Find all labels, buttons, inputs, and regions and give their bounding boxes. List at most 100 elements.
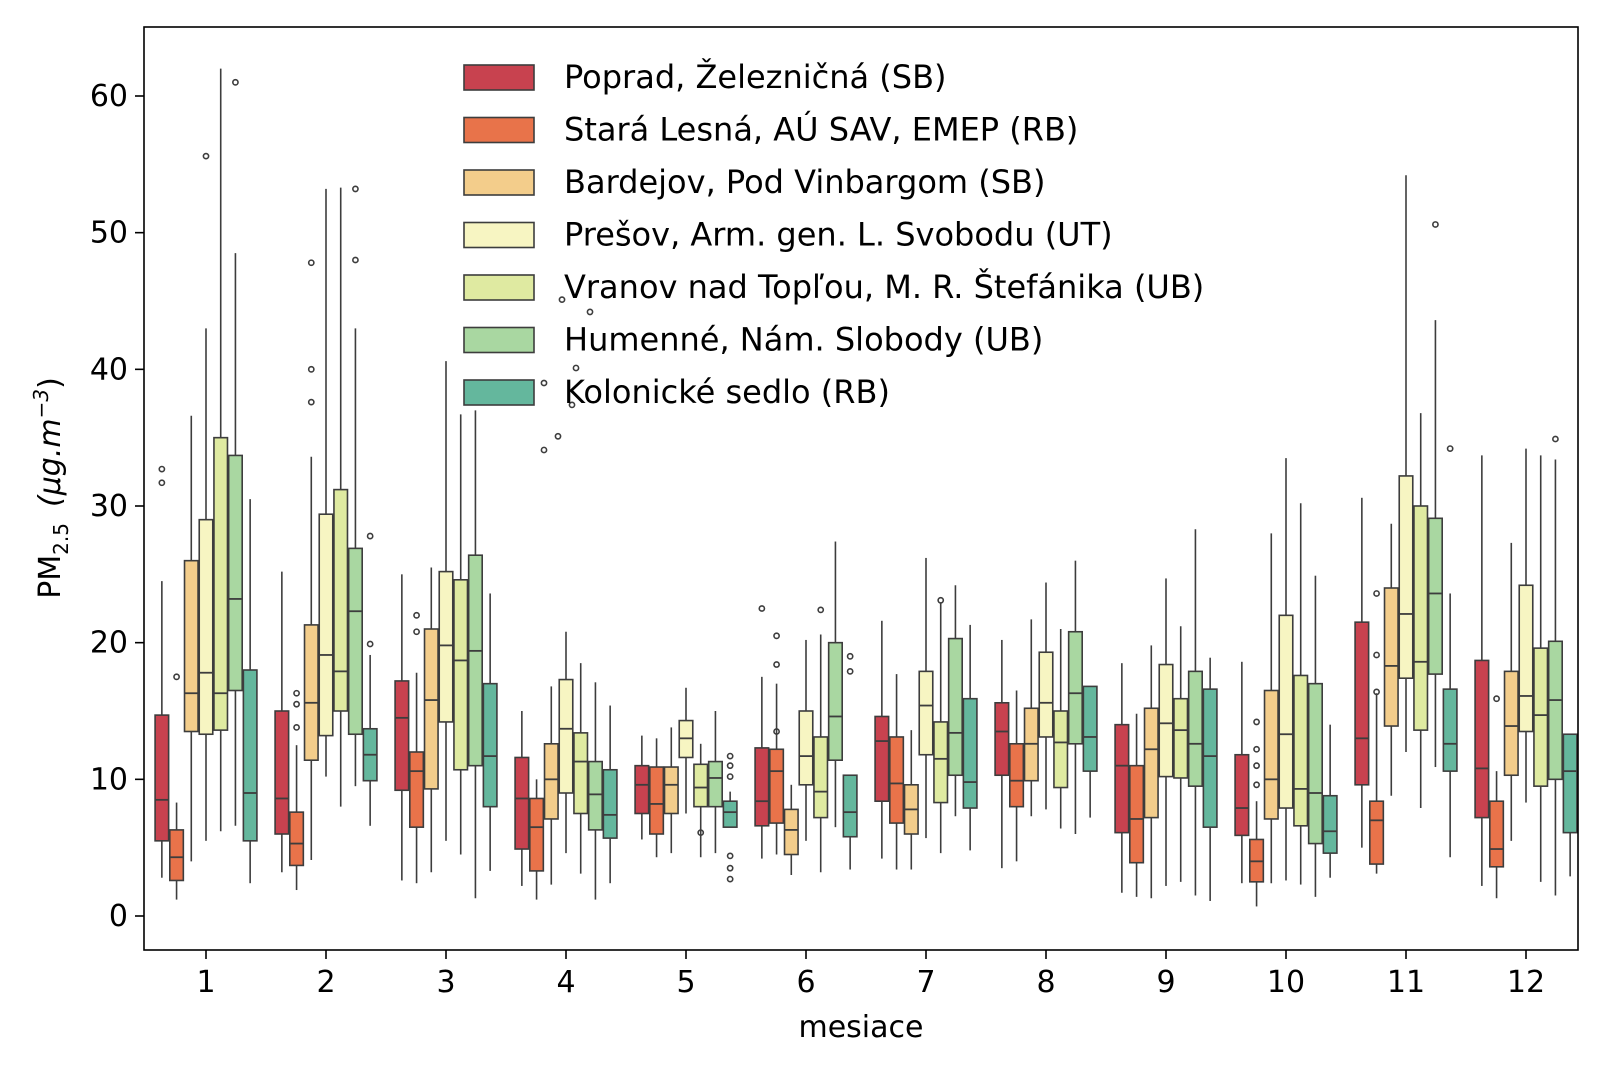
legend-label: Humenné, Nám. Slobody (UB) bbox=[564, 321, 1043, 359]
legend-swatch bbox=[463, 64, 535, 91]
box bbox=[1067, 630, 1083, 745]
outlier-point bbox=[1253, 745, 1260, 753]
plot-area bbox=[154, 68, 1578, 907]
box bbox=[242, 669, 258, 842]
x-tick-label: 6 bbox=[796, 965, 815, 1000]
box bbox=[798, 710, 814, 786]
outlier-point bbox=[937, 596, 945, 604]
box bbox=[1143, 707, 1159, 819]
legend-swatch bbox=[463, 326, 535, 354]
box bbox=[1547, 640, 1563, 781]
box bbox=[1354, 621, 1370, 786]
y-label-unit: (μg.m bbox=[33, 418, 68, 507]
box bbox=[394, 680, 410, 792]
legend-item: Prešov, Arm. gen. L. Svobodu (UT) bbox=[463, 216, 1113, 254]
box bbox=[169, 829, 185, 882]
x-tick-label: 12 bbox=[1507, 965, 1545, 1000]
legend-swatch bbox=[463, 274, 535, 301]
box bbox=[573, 732, 589, 815]
outlier-point bbox=[1552, 435, 1559, 443]
box bbox=[707, 760, 723, 808]
box bbox=[274, 710, 290, 835]
legend-item: Humenné, Nám. Slobody (UB) bbox=[463, 321, 1043, 359]
outlier-point bbox=[1253, 762, 1260, 770]
box bbox=[649, 766, 665, 835]
box bbox=[333, 488, 349, 712]
box bbox=[529, 797, 545, 872]
outlier-point bbox=[558, 296, 566, 304]
legend-item: Kolonické sedlo (RB) bbox=[463, 373, 890, 411]
outlier-point bbox=[1373, 651, 1380, 659]
outlier-point bbox=[697, 829, 705, 837]
outlier-point bbox=[1373, 590, 1380, 597]
outlier-point bbox=[1373, 688, 1380, 696]
outlier-point bbox=[413, 611, 420, 619]
box bbox=[1053, 710, 1069, 789]
box bbox=[918, 670, 934, 756]
box bbox=[1322, 794, 1338, 854]
x-tick-label: 11 bbox=[1387, 965, 1425, 1000]
box bbox=[289, 811, 305, 867]
box bbox=[933, 721, 949, 804]
outlier-point bbox=[173, 673, 180, 681]
box bbox=[543, 742, 559, 820]
box bbox=[409, 751, 425, 828]
box bbox=[1293, 674, 1309, 827]
y-tick-label: 0 bbox=[109, 899, 128, 934]
x-tick-label: 9 bbox=[1156, 965, 1175, 1000]
box bbox=[318, 513, 334, 737]
outlier-point bbox=[307, 398, 315, 406]
box bbox=[754, 747, 770, 827]
box bbox=[1038, 651, 1054, 738]
box bbox=[813, 736, 829, 819]
outlier-point bbox=[366, 532, 374, 540]
box bbox=[213, 436, 229, 731]
y-label-unit-superscript: −3 bbox=[29, 389, 53, 418]
legend-item: Bardejov, Pod Vinbargom (SB) bbox=[463, 163, 1045, 201]
outlier-point bbox=[540, 446, 548, 454]
box bbox=[874, 715, 890, 803]
outlier-point bbox=[726, 773, 734, 780]
x-axis-label: mesiace bbox=[799, 1010, 924, 1045]
legend-label: Kolonické sedlo (RB) bbox=[564, 373, 890, 411]
outlier-point bbox=[726, 864, 734, 872]
x-axis: 1 2 3 4 5 6 7 8 9 10 11 12 bbox=[196, 950, 1545, 1000]
box bbox=[482, 682, 498, 808]
legend-label: Poprad, Železničná (SB) bbox=[564, 58, 947, 96]
x-tick-label: 1 bbox=[196, 965, 215, 1000]
box bbox=[1158, 663, 1174, 778]
outlier-point bbox=[568, 401, 576, 409]
outlier-point bbox=[366, 640, 374, 648]
outlier-point bbox=[1493, 695, 1500, 703]
box bbox=[634, 764, 650, 815]
box bbox=[587, 760, 603, 831]
box bbox=[467, 554, 483, 767]
box bbox=[198, 518, 214, 736]
legend-label: Stará Lesná, AÚ SAV, EMEP (RB) bbox=[564, 110, 1078, 149]
outlier-point bbox=[773, 728, 780, 735]
box bbox=[1474, 659, 1490, 819]
box bbox=[602, 768, 618, 839]
box bbox=[1503, 670, 1519, 777]
box bbox=[1114, 723, 1130, 834]
plot-frame bbox=[143, 26, 1579, 951]
y-tick-label: 60 bbox=[90, 79, 128, 114]
outlier-point bbox=[773, 661, 780, 668]
box bbox=[1187, 670, 1203, 787]
box bbox=[438, 570, 454, 723]
box bbox=[1202, 688, 1218, 828]
box bbox=[1129, 764, 1145, 864]
x-tick-label: 2 bbox=[316, 965, 335, 1000]
box bbox=[1533, 647, 1549, 787]
legend-swatch bbox=[463, 379, 535, 406]
box bbox=[1518, 584, 1534, 733]
x-tick-label: 3 bbox=[436, 965, 455, 1000]
outlier-point bbox=[352, 185, 359, 193]
outlier-point bbox=[158, 465, 166, 473]
x-tick-label: 4 bbox=[556, 965, 575, 1000]
legend-swatch bbox=[463, 116, 535, 144]
box bbox=[994, 701, 1010, 777]
box bbox=[227, 454, 243, 692]
outlier-point bbox=[540, 379, 548, 387]
box bbox=[514, 756, 530, 850]
